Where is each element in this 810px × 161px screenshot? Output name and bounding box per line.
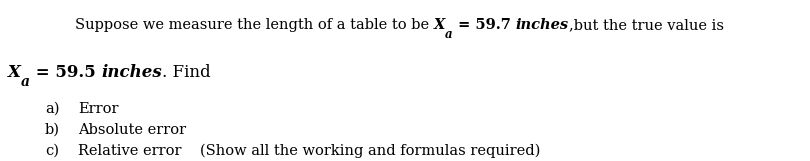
Text: inches: inches bbox=[516, 18, 569, 32]
Text: Error: Error bbox=[78, 102, 118, 116]
Text: Relative error    (Show all the working and formulas required): Relative error (Show all the working and… bbox=[78, 143, 540, 158]
Text: . Find: . Find bbox=[162, 64, 211, 81]
Text: Absolute error: Absolute error bbox=[78, 123, 186, 137]
Text: a: a bbox=[446, 28, 453, 41]
Text: a: a bbox=[21, 75, 30, 89]
Text: X: X bbox=[433, 18, 446, 32]
Text: a): a) bbox=[45, 102, 59, 116]
Text: = 59.5: = 59.5 bbox=[30, 64, 101, 81]
Text: b): b) bbox=[45, 123, 60, 137]
Text: c): c) bbox=[45, 144, 59, 158]
Text: X: X bbox=[8, 64, 21, 81]
Text: inches: inches bbox=[101, 64, 162, 81]
Text: = 59.7: = 59.7 bbox=[453, 18, 516, 32]
Text: Suppose we measure the length of a table to be: Suppose we measure the length of a table… bbox=[75, 18, 433, 32]
Text: ,but the true value is: ,but the true value is bbox=[569, 18, 724, 32]
